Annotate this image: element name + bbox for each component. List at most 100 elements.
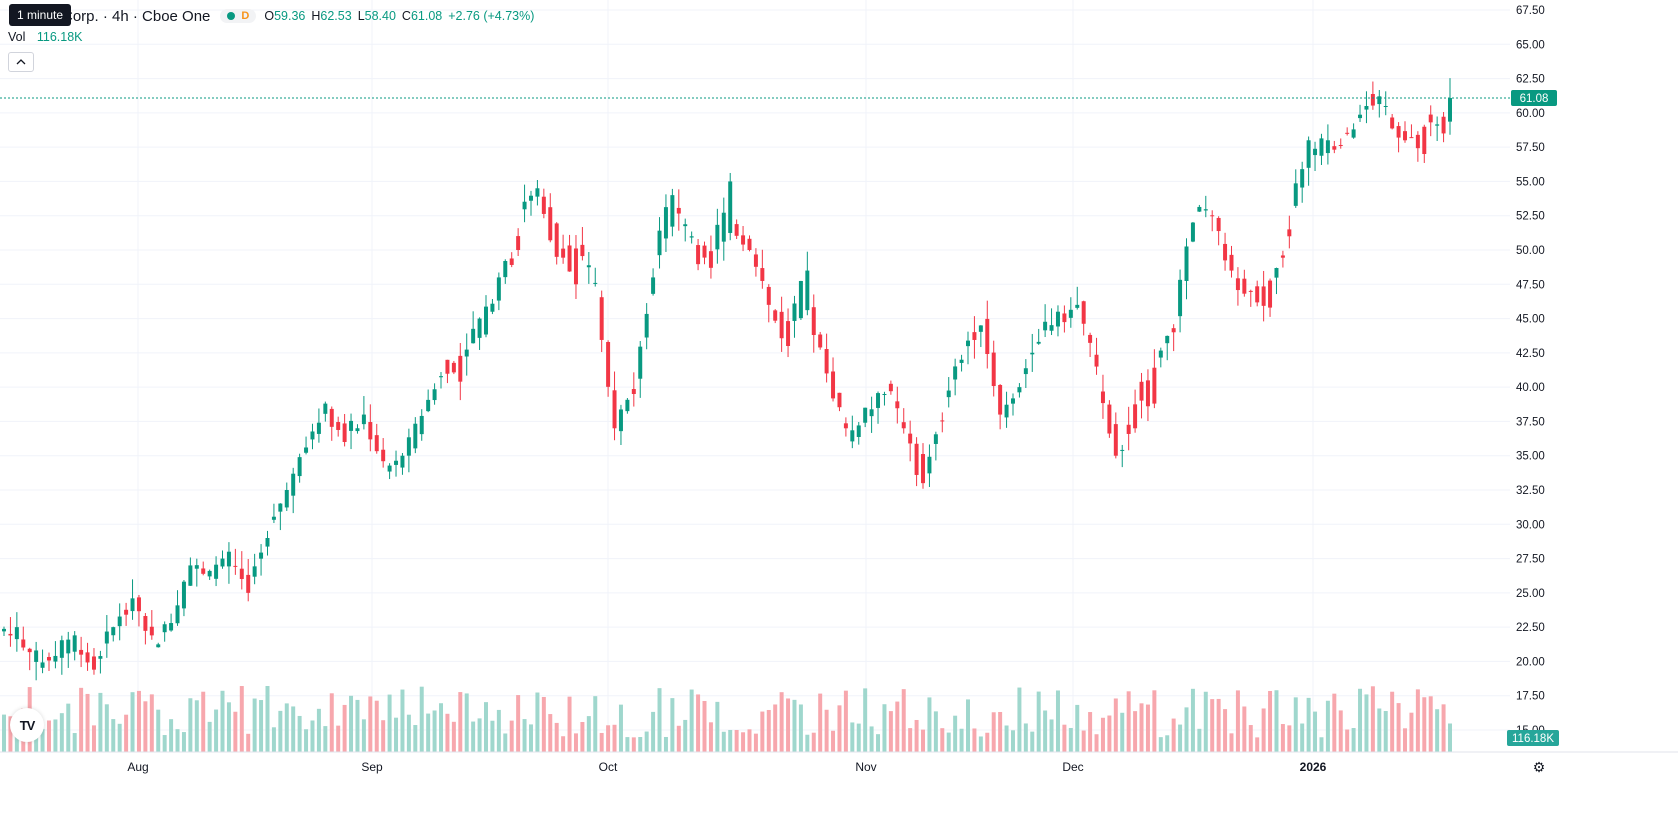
candle-body	[394, 460, 399, 465]
volume-bar	[953, 715, 958, 752]
volume-bar	[426, 713, 431, 752]
volume-bar	[1428, 696, 1433, 752]
candle-body	[1319, 138, 1324, 156]
volume-bar	[959, 728, 964, 752]
candle-body	[342, 423, 347, 442]
volume-bar	[117, 723, 122, 752]
candle-body	[766, 286, 771, 305]
volume-bar	[1396, 703, 1401, 752]
volume-bar	[104, 704, 109, 752]
volume-bar	[464, 693, 469, 752]
candle-body	[1165, 335, 1170, 344]
price-axis[interactable]: 15.0017.5020.0022.5025.0027.5030.0032.50…	[1516, 5, 1545, 737]
volume-bar	[2, 714, 6, 752]
candle-body	[978, 325, 983, 332]
candle-body	[381, 449, 386, 462]
volume-bar	[246, 733, 251, 752]
candle-body	[1229, 254, 1234, 271]
volume-bar	[1023, 723, 1028, 752]
candle-body	[1017, 387, 1022, 393]
volume-bar	[85, 693, 90, 752]
volume-bar	[310, 720, 315, 752]
price-tick-label: 57.50	[1516, 142, 1545, 154]
candle-body	[773, 310, 778, 321]
candle-body	[124, 609, 129, 615]
volume-bar	[284, 703, 289, 752]
candle-body	[484, 306, 488, 335]
candle-body	[657, 230, 662, 256]
volume-bar	[484, 702, 488, 752]
volume-bar	[413, 725, 418, 752]
candle-body	[34, 650, 39, 662]
candle-body	[567, 245, 572, 272]
candle-body	[586, 265, 591, 268]
candle-body	[194, 565, 199, 569]
volume-bar	[638, 737, 643, 752]
volume-bar	[329, 693, 334, 752]
legend-row: Corp. · 4h · Cboe One D O59.36 H62.53 L5…	[8, 6, 534, 26]
candle-body	[998, 384, 1003, 415]
volume-bar	[786, 698, 791, 752]
candle-body	[573, 248, 578, 285]
candle-body	[933, 434, 938, 444]
volume-bar	[1126, 691, 1131, 752]
candle-body	[1403, 131, 1408, 141]
volume-bar	[985, 732, 990, 752]
candle-body	[1094, 354, 1099, 367]
market-status-badge[interactable]: D	[220, 9, 257, 23]
candle-body	[779, 311, 784, 339]
candle-body	[843, 423, 848, 429]
candle-body	[1332, 146, 1337, 150]
candle-body	[1075, 304, 1080, 308]
candle-body	[747, 238, 752, 250]
candle-body	[741, 235, 746, 245]
volume-bar	[1165, 735, 1170, 752]
candle-body	[734, 224, 739, 236]
price-tick-label: 47.50	[1516, 279, 1545, 291]
candle-body	[1415, 134, 1420, 149]
candle-body	[136, 597, 141, 612]
candle-body	[1113, 424, 1118, 456]
volume-bar	[503, 733, 508, 752]
volume-bar	[1235, 690, 1240, 752]
candle-body	[593, 282, 598, 284]
volume-bar	[1197, 728, 1202, 752]
volume-bar	[663, 736, 668, 752]
collapse-legend-button[interactable]	[8, 52, 34, 72]
volume-bar	[400, 689, 405, 752]
volume-bar	[169, 719, 174, 752]
time-axis[interactable]: Aug Sep Oct Nov Dec 2026	[0, 751, 1678, 774]
volume-bar	[1280, 724, 1285, 752]
candle-body	[1364, 106, 1369, 110]
candle-body	[117, 616, 122, 627]
gear-icon[interactable]: ⚙	[1532, 758, 1546, 775]
volume-bar	[728, 729, 733, 752]
candle-body	[786, 321, 791, 346]
candle-body	[1235, 278, 1240, 291]
volume-bar	[606, 725, 611, 752]
volume-bar	[143, 701, 148, 752]
volume-bar	[252, 698, 257, 752]
volume-bar	[1017, 687, 1022, 752]
volume-bar	[689, 689, 694, 752]
candle-body	[1030, 352, 1035, 355]
candle-body	[79, 649, 84, 655]
volume-bar	[811, 732, 816, 752]
volume-bar	[181, 732, 186, 752]
volume-bar	[451, 721, 456, 752]
candle-body	[336, 422, 341, 430]
volume-bar	[458, 692, 463, 752]
volume-bar	[1409, 712, 1414, 752]
candle-body	[1100, 391, 1105, 404]
volume-bar	[1364, 694, 1369, 752]
candle-body	[618, 409, 623, 432]
candle-body	[490, 303, 495, 312]
candle-body	[271, 516, 276, 520]
candle-body	[811, 307, 816, 336]
volume-legend: Vol 116.18K	[8, 30, 83, 44]
symbol-title[interactable]: Corp. · 4h · Cboe One	[62, 7, 211, 25]
tradingview-logo[interactable]: TV	[10, 708, 44, 742]
candle-body	[670, 195, 675, 227]
candle-body	[496, 277, 501, 301]
